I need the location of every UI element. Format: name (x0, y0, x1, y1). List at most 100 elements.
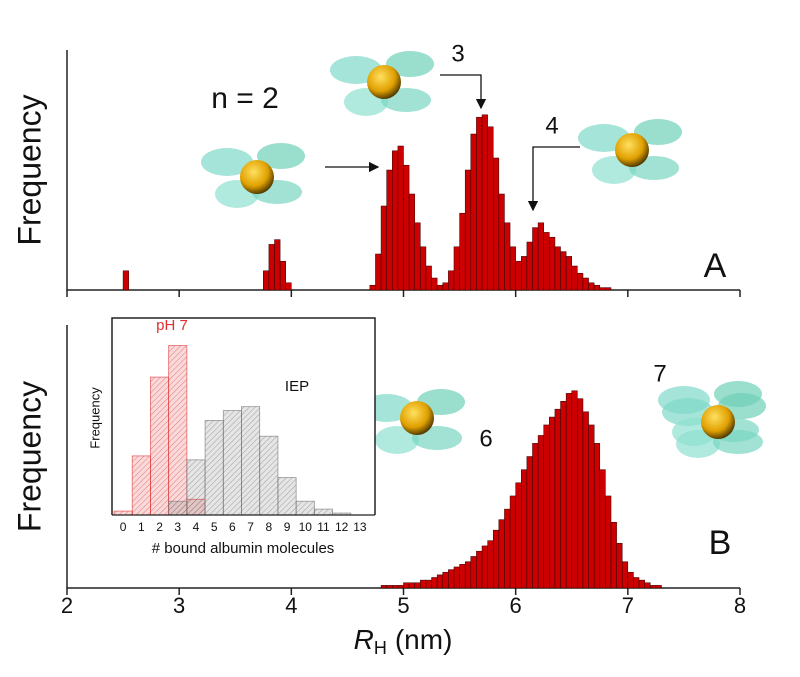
histogram-bar (655, 585, 662, 589)
histogram-bar (504, 222, 511, 291)
panel-label: A (704, 247, 727, 285)
inset-bar (295, 500, 315, 516)
histogram-bar (436, 284, 444, 291)
histogram-bar (392, 585, 399, 589)
x-tick-label: 8 (734, 593, 746, 618)
histogram-bar (392, 150, 399, 291)
inset-bar (313, 508, 333, 516)
histogram-bar (448, 569, 455, 589)
inset-x-label: # bound albumin molecules (152, 540, 335, 557)
x-tick-label: 3 (173, 593, 185, 618)
histogram-bar (403, 164, 410, 291)
histogram-bar (509, 495, 516, 589)
inset-bar (168, 345, 188, 516)
annotation: n = 2 (211, 82, 279, 115)
histogram-bar (605, 495, 612, 589)
histogram-bar (599, 469, 606, 589)
histogram-bar (498, 193, 505, 291)
annotation: 7 (653, 360, 666, 387)
x-tick-label: 4 (285, 593, 297, 618)
inset-x-tick-label: 13 (353, 520, 367, 534)
histogram-bar (577, 398, 584, 589)
histogram-bar (638, 579, 645, 589)
inset-bar (150, 376, 170, 516)
histogram-bar (375, 253, 382, 291)
histogram-bar (532, 443, 539, 589)
inset-x-tick-label: 10 (299, 520, 313, 534)
histogram-bar (543, 232, 550, 291)
inset-bar (277, 477, 297, 516)
histogram-bar (442, 282, 449, 291)
histogram-bar (279, 260, 286, 291)
histogram-bar (588, 424, 595, 589)
histogram-bar (509, 246, 516, 291)
histogram-bar (487, 126, 494, 291)
histogram-bar (481, 114, 488, 291)
inset-x-tick-label: 12 (335, 520, 349, 534)
annotation: 3 (451, 40, 464, 67)
histogram-bar (593, 284, 601, 291)
inset-x-tick-label: 3 (174, 520, 181, 534)
histogram-bar (554, 246, 561, 291)
x-axis-label: RH (nm) (354, 624, 453, 657)
histogram-bar (274, 239, 281, 291)
histogram-bar (526, 241, 533, 291)
histogram-bar (549, 236, 556, 291)
x-label-symbol: R (354, 624, 374, 655)
x-tick-label: 5 (397, 593, 409, 618)
histogram-bar (610, 522, 617, 589)
histogram-bar (420, 579, 427, 589)
histogram-bar (380, 205, 387, 291)
histogram-bar (515, 260, 522, 291)
histogram-bar (543, 424, 550, 589)
histogram-bar (481, 545, 488, 589)
histogram-bar (633, 577, 640, 589)
x-tick-label: 6 (510, 593, 522, 618)
inset-bar (131, 455, 151, 516)
histogram-bar (565, 256, 572, 291)
histogram-bar (521, 469, 528, 589)
histogram-bar (627, 571, 634, 589)
histogram-bar (605, 287, 612, 291)
series-label: IEP (285, 378, 309, 395)
histogram-bar (498, 519, 505, 589)
histogram-bar (537, 222, 544, 291)
histogram-bar (565, 393, 572, 589)
inset-x-tick-label: 11 (317, 520, 330, 534)
histogram-bar (470, 556, 477, 589)
histogram-bar (532, 227, 539, 291)
histogram-bar (414, 582, 421, 589)
histogram-bar (554, 408, 561, 589)
histogram-bar (459, 564, 466, 589)
histogram-bar (560, 401, 567, 589)
histogram-bar (420, 246, 427, 291)
histogram-bar (650, 585, 657, 589)
histogram-bar (537, 435, 544, 589)
histogram-bar (448, 270, 455, 291)
inset-x-tick-label: 9 (284, 520, 291, 534)
histogram-bar (582, 411, 589, 589)
x-label-subscript: H (374, 638, 387, 658)
histogram-bar (263, 270, 270, 291)
histogram-bar (644, 582, 651, 589)
inset-x-tick-label: 1 (138, 520, 145, 534)
annotation: 6 (479, 425, 492, 452)
series-label: pH 7 (156, 317, 188, 334)
histogram-bar (616, 543, 623, 589)
histogram-bar (492, 157, 500, 291)
histogram-bar (425, 265, 432, 291)
histogram-bar (403, 582, 410, 589)
arrows (325, 74, 580, 212)
annotation: 4 (545, 112, 558, 139)
histogram-bar (425, 579, 432, 589)
histogram-bar (408, 582, 415, 589)
histogram-bar (476, 116, 483, 291)
x-tick-label: 2 (61, 593, 73, 618)
histogram-bar (526, 456, 533, 589)
histogram-bar (504, 508, 511, 589)
histogram-bar (464, 561, 472, 589)
molecule-illustrations (201, 51, 766, 458)
histogram-bar (593, 443, 601, 589)
histogram-bar (369, 284, 376, 291)
